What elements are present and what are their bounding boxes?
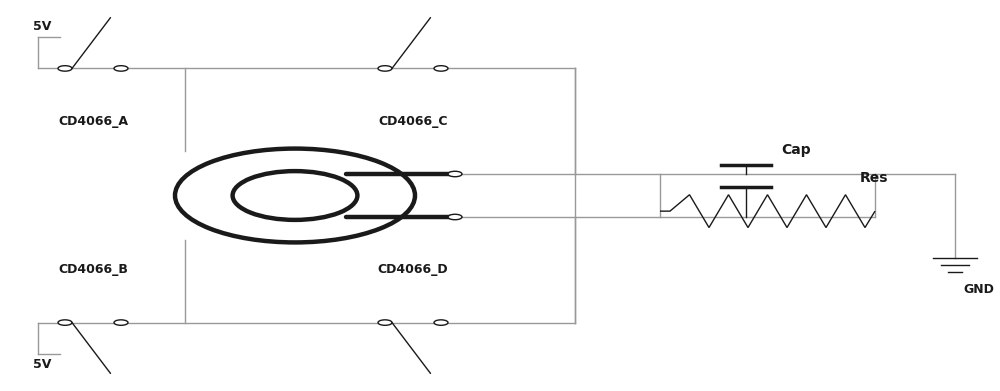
Text: 5V: 5V — [33, 358, 51, 371]
Circle shape — [434, 320, 448, 325]
Circle shape — [378, 320, 392, 325]
Circle shape — [233, 171, 357, 220]
Circle shape — [378, 66, 392, 71]
Text: 5V: 5V — [33, 20, 51, 33]
Text: CD4066_A: CD4066_A — [58, 115, 128, 128]
Text: GND: GND — [963, 283, 994, 296]
Circle shape — [175, 149, 415, 242]
Text: CD4066_C: CD4066_C — [378, 115, 448, 128]
Circle shape — [448, 171, 462, 177]
Text: Cap: Cap — [781, 143, 811, 157]
Circle shape — [58, 66, 72, 71]
Circle shape — [114, 66, 128, 71]
Text: CD4066_D: CD4066_D — [378, 263, 448, 276]
Circle shape — [58, 320, 72, 325]
Circle shape — [114, 320, 128, 325]
Text: Res: Res — [860, 171, 889, 185]
Circle shape — [448, 214, 462, 220]
Text: CD4066_B: CD4066_B — [58, 263, 128, 276]
Circle shape — [434, 66, 448, 71]
